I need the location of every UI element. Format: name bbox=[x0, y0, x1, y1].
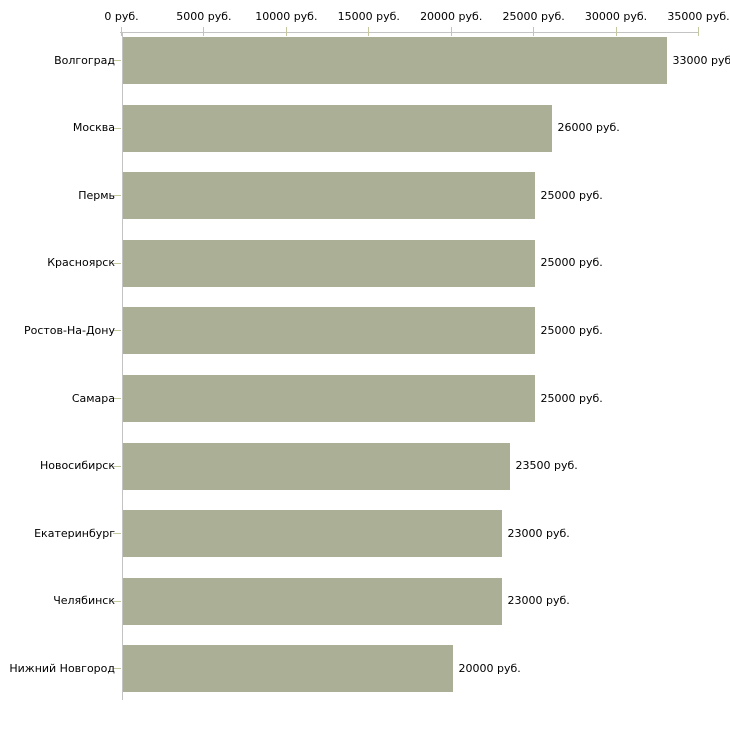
y-tick-mark bbox=[113, 127, 121, 129]
category-label: Нижний Новгород bbox=[9, 661, 115, 675]
y-tick-mark bbox=[113, 398, 121, 399]
bar-6 bbox=[122, 375, 535, 422]
y-tick-mark bbox=[113, 668, 121, 670]
category-label: Челябинск bbox=[53, 594, 115, 608]
x-tick-label: 0 руб. bbox=[104, 10, 139, 23]
category-label: Пермь bbox=[78, 188, 115, 202]
x-tick-mark bbox=[121, 27, 122, 36]
y-tick-mark bbox=[113, 600, 121, 602]
x-tick-label: 10000 руб. bbox=[255, 10, 318, 23]
x-axis-line bbox=[120, 32, 699, 33]
bar-1 bbox=[122, 37, 667, 84]
x-tick-mark bbox=[533, 27, 535, 36]
x-tick-mark bbox=[285, 27, 287, 36]
x-tick-mark bbox=[203, 27, 205, 36]
category-label: Москва bbox=[72, 121, 115, 135]
x-tick-label: 35000 руб. bbox=[667, 10, 730, 23]
x-tick-label: 30000 руб. bbox=[584, 10, 648, 23]
category-label: Новосибирск bbox=[39, 459, 115, 473]
x-tick-label: 15000 руб. bbox=[337, 10, 400, 23]
category-label: Волгоград bbox=[54, 53, 115, 67]
x-tick-label: 25000 руб. bbox=[502, 10, 565, 23]
x-tick-label: 5000 руб. bbox=[176, 10, 232, 23]
value-label: 23500 руб. bbox=[515, 459, 578, 473]
category-label: Ростов-На-Дону bbox=[23, 323, 115, 337]
y-tick-mark bbox=[113, 465, 121, 467]
value-label: 23000 руб. bbox=[507, 526, 570, 540]
bar-10 bbox=[122, 645, 453, 693]
bar-4 bbox=[122, 239, 535, 287]
value-label: 20000 руб. bbox=[458, 661, 521, 675]
y-axis-line bbox=[121, 32, 123, 700]
x-tick-mark bbox=[615, 27, 617, 36]
bar-7 bbox=[122, 442, 510, 490]
y-tick-mark bbox=[113, 533, 121, 535]
value-label: 26000 руб. bbox=[557, 121, 620, 135]
x-tick-label: 20000 руб. bbox=[420, 10, 483, 23]
value-label: 25000 руб. bbox=[540, 256, 603, 270]
bar-8 bbox=[122, 510, 502, 558]
bar-3 bbox=[122, 172, 535, 220]
value-label: 25000 руб. bbox=[540, 323, 603, 337]
y-tick-mark bbox=[113, 262, 121, 264]
y-tick-mark bbox=[113, 330, 121, 332]
y-tick-mark bbox=[113, 195, 121, 197]
category-label: Екатеринбург bbox=[34, 526, 115, 540]
category-label: Самара bbox=[71, 391, 115, 405]
x-tick-mark bbox=[450, 27, 452, 36]
value-label: 23000 руб. bbox=[507, 594, 570, 608]
bar-5 bbox=[122, 307, 535, 355]
bar-9 bbox=[122, 577, 502, 625]
value-label: 25000 руб. bbox=[540, 188, 603, 202]
category-label: Красноярск bbox=[47, 256, 115, 270]
y-tick-mark bbox=[113, 60, 121, 61]
value-label: 33000 руб bbox=[672, 53, 730, 67]
x-tick-mark bbox=[698, 27, 699, 36]
value-label: 25000 руб. bbox=[540, 391, 603, 405]
bar-2 bbox=[122, 104, 552, 152]
x-tick-mark bbox=[368, 27, 370, 36]
